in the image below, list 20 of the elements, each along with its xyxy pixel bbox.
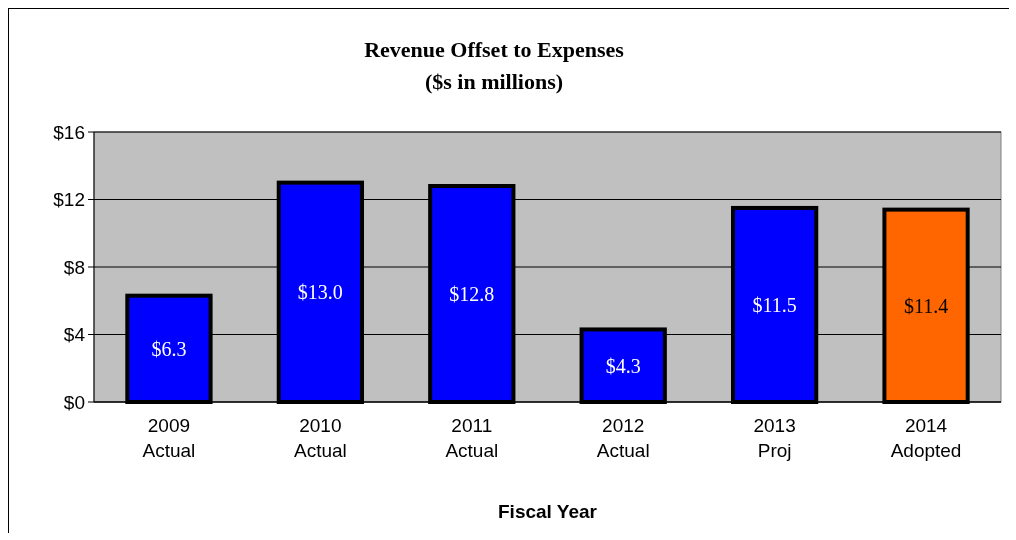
x-tick-label: 2013 Proj bbox=[753, 415, 796, 461]
data-label: $11.4 bbox=[903, 294, 949, 317]
x-axis-title: Fiscal Year bbox=[498, 501, 598, 522]
data-label: $4.3 bbox=[605, 354, 641, 377]
data-label: $12.8 bbox=[449, 283, 495, 305]
data-label: $11.5 bbox=[752, 293, 797, 316]
y-tick-label: $16 bbox=[53, 121, 85, 143]
chart-title: Revenue Offset to Expenses bbox=[364, 37, 625, 62]
y-tick-label: $0 bbox=[63, 391, 85, 413]
y-tick-label: $4 bbox=[63, 324, 86, 346]
chart-subtitle: ($s in millions) bbox=[424, 69, 564, 94]
x-tick-label: 2012 Actual bbox=[596, 415, 650, 461]
x-tick-label: 2010 Actual bbox=[293, 415, 347, 461]
x-tick-label: 2009 Actual bbox=[142, 415, 196, 461]
data-label: $13.0 bbox=[297, 281, 343, 304]
y-tick-label: $8 bbox=[63, 256, 85, 278]
y-tick-label: $12 bbox=[53, 189, 85, 211]
x-tick-label: 2014 Adopted bbox=[890, 415, 962, 461]
x-tick-label: 2011 Actual bbox=[445, 415, 499, 461]
data-label: $6.3 bbox=[151, 337, 187, 360]
